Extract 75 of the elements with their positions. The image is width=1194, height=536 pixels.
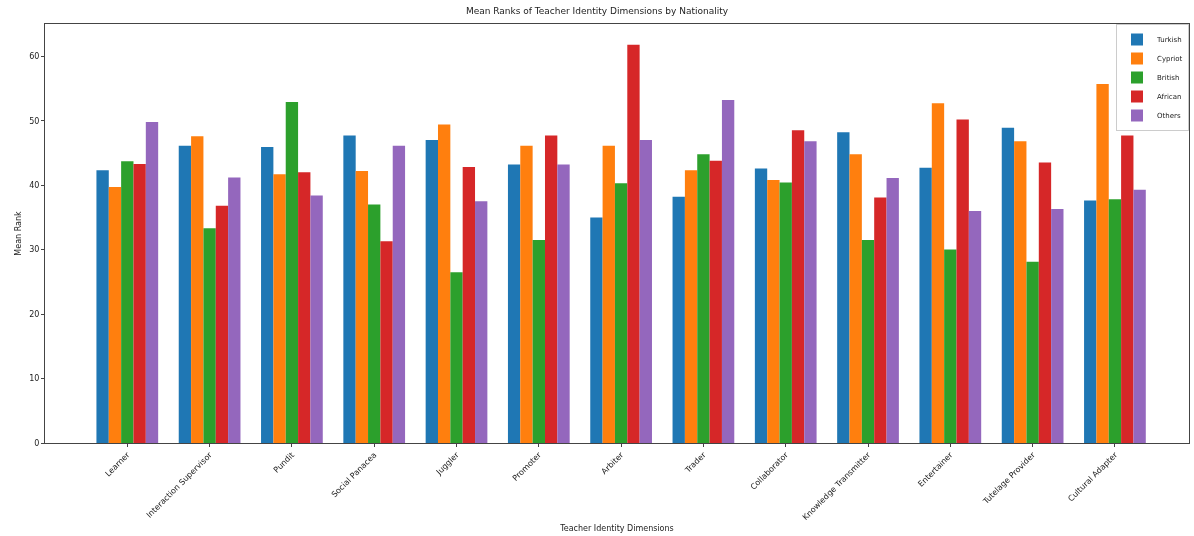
bar	[779, 182, 792, 443]
bar	[849, 154, 862, 443]
bar	[121, 161, 134, 443]
bar	[1084, 200, 1097, 443]
bar	[425, 140, 438, 443]
bar	[355, 170, 369, 443]
bar	[520, 145, 533, 443]
bar	[343, 135, 356, 443]
bar	[203, 228, 216, 443]
bar	[507, 164, 521, 443]
bar	[837, 132, 850, 443]
bar	[544, 135, 558, 443]
bar	[767, 180, 780, 443]
bar	[145, 121, 159, 443]
y-tick-label: 10	[29, 374, 40, 384]
bar	[1038, 162, 1052, 443]
bar	[1096, 83, 1109, 443]
bar	[1051, 209, 1064, 443]
bar	[532, 239, 545, 443]
bar	[133, 163, 146, 443]
bar	[96, 170, 109, 443]
bar	[475, 201, 488, 443]
bar	[672, 196, 685, 443]
bar	[919, 167, 932, 443]
bar	[931, 103, 945, 443]
bar	[380, 241, 393, 443]
bar	[602, 145, 615, 443]
y-tick-label: 30	[29, 245, 40, 255]
x-axis-title: Teacher Identity Dimensions	[559, 524, 674, 534]
bar	[108, 187, 122, 443]
bar	[178, 145, 192, 443]
bar	[557, 164, 570, 443]
bar	[392, 145, 406, 443]
bar	[450, 272, 463, 443]
bar	[697, 154, 710, 443]
bar	[1026, 261, 1039, 443]
bar	[228, 177, 241, 443]
bar	[261, 147, 274, 443]
y-tick-label: 0	[34, 438, 40, 448]
y-tick-label: 20	[29, 309, 40, 319]
bar	[1001, 127, 1015, 443]
bar	[1133, 189, 1146, 443]
bar	[285, 102, 299, 443]
bar	[721, 100, 735, 443]
bar	[754, 168, 768, 443]
y-axis-title: Mean Rank	[13, 210, 23, 256]
bar	[627, 44, 640, 443]
bar	[191, 136, 204, 443]
bar	[944, 249, 957, 443]
y-tick-label: 50	[29, 116, 40, 126]
bar	[1108, 199, 1122, 443]
bar	[437, 124, 451, 443]
y-tick-label: 60	[29, 52, 40, 62]
bar	[956, 119, 969, 443]
bar	[861, 239, 875, 443]
bar	[639, 140, 652, 443]
bar	[804, 141, 817, 443]
bar	[1121, 135, 1134, 443]
y-tick-label: 40	[29, 180, 40, 190]
bar	[215, 205, 229, 443]
bar	[614, 183, 628, 443]
bar	[1014, 141, 1027, 443]
bar	[709, 160, 722, 443]
bar	[368, 204, 381, 443]
bar	[886, 178, 899, 443]
chart-title: Mean Ranks of Teacher Identity Dimensions by Nationality	[465, 6, 729, 17]
bar	[273, 174, 286, 443]
bar	[310, 195, 323, 443]
bar	[298, 172, 311, 443]
bar	[684, 170, 698, 443]
bar	[968, 210, 982, 443]
bar	[874, 197, 887, 443]
bar	[462, 167, 476, 443]
bar	[791, 130, 805, 443]
bar	[590, 217, 603, 443]
